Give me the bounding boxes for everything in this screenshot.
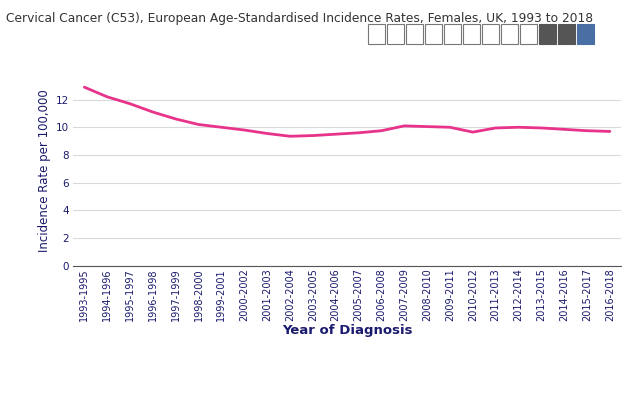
Text: © Cancer Research UK: © Cancer Research UK [7, 400, 126, 410]
Text: Cervical Cancer (C53), European Age-Standardised Incidence Rates, Females, UK, 1: Cervical Cancer (C53), European Age-Stan… [6, 12, 593, 25]
X-axis label: Year of Diagnosis: Year of Diagnosis [282, 324, 412, 337]
Y-axis label: Incidence Rate per 100,000: Incidence Rate per 100,000 [38, 89, 51, 251]
